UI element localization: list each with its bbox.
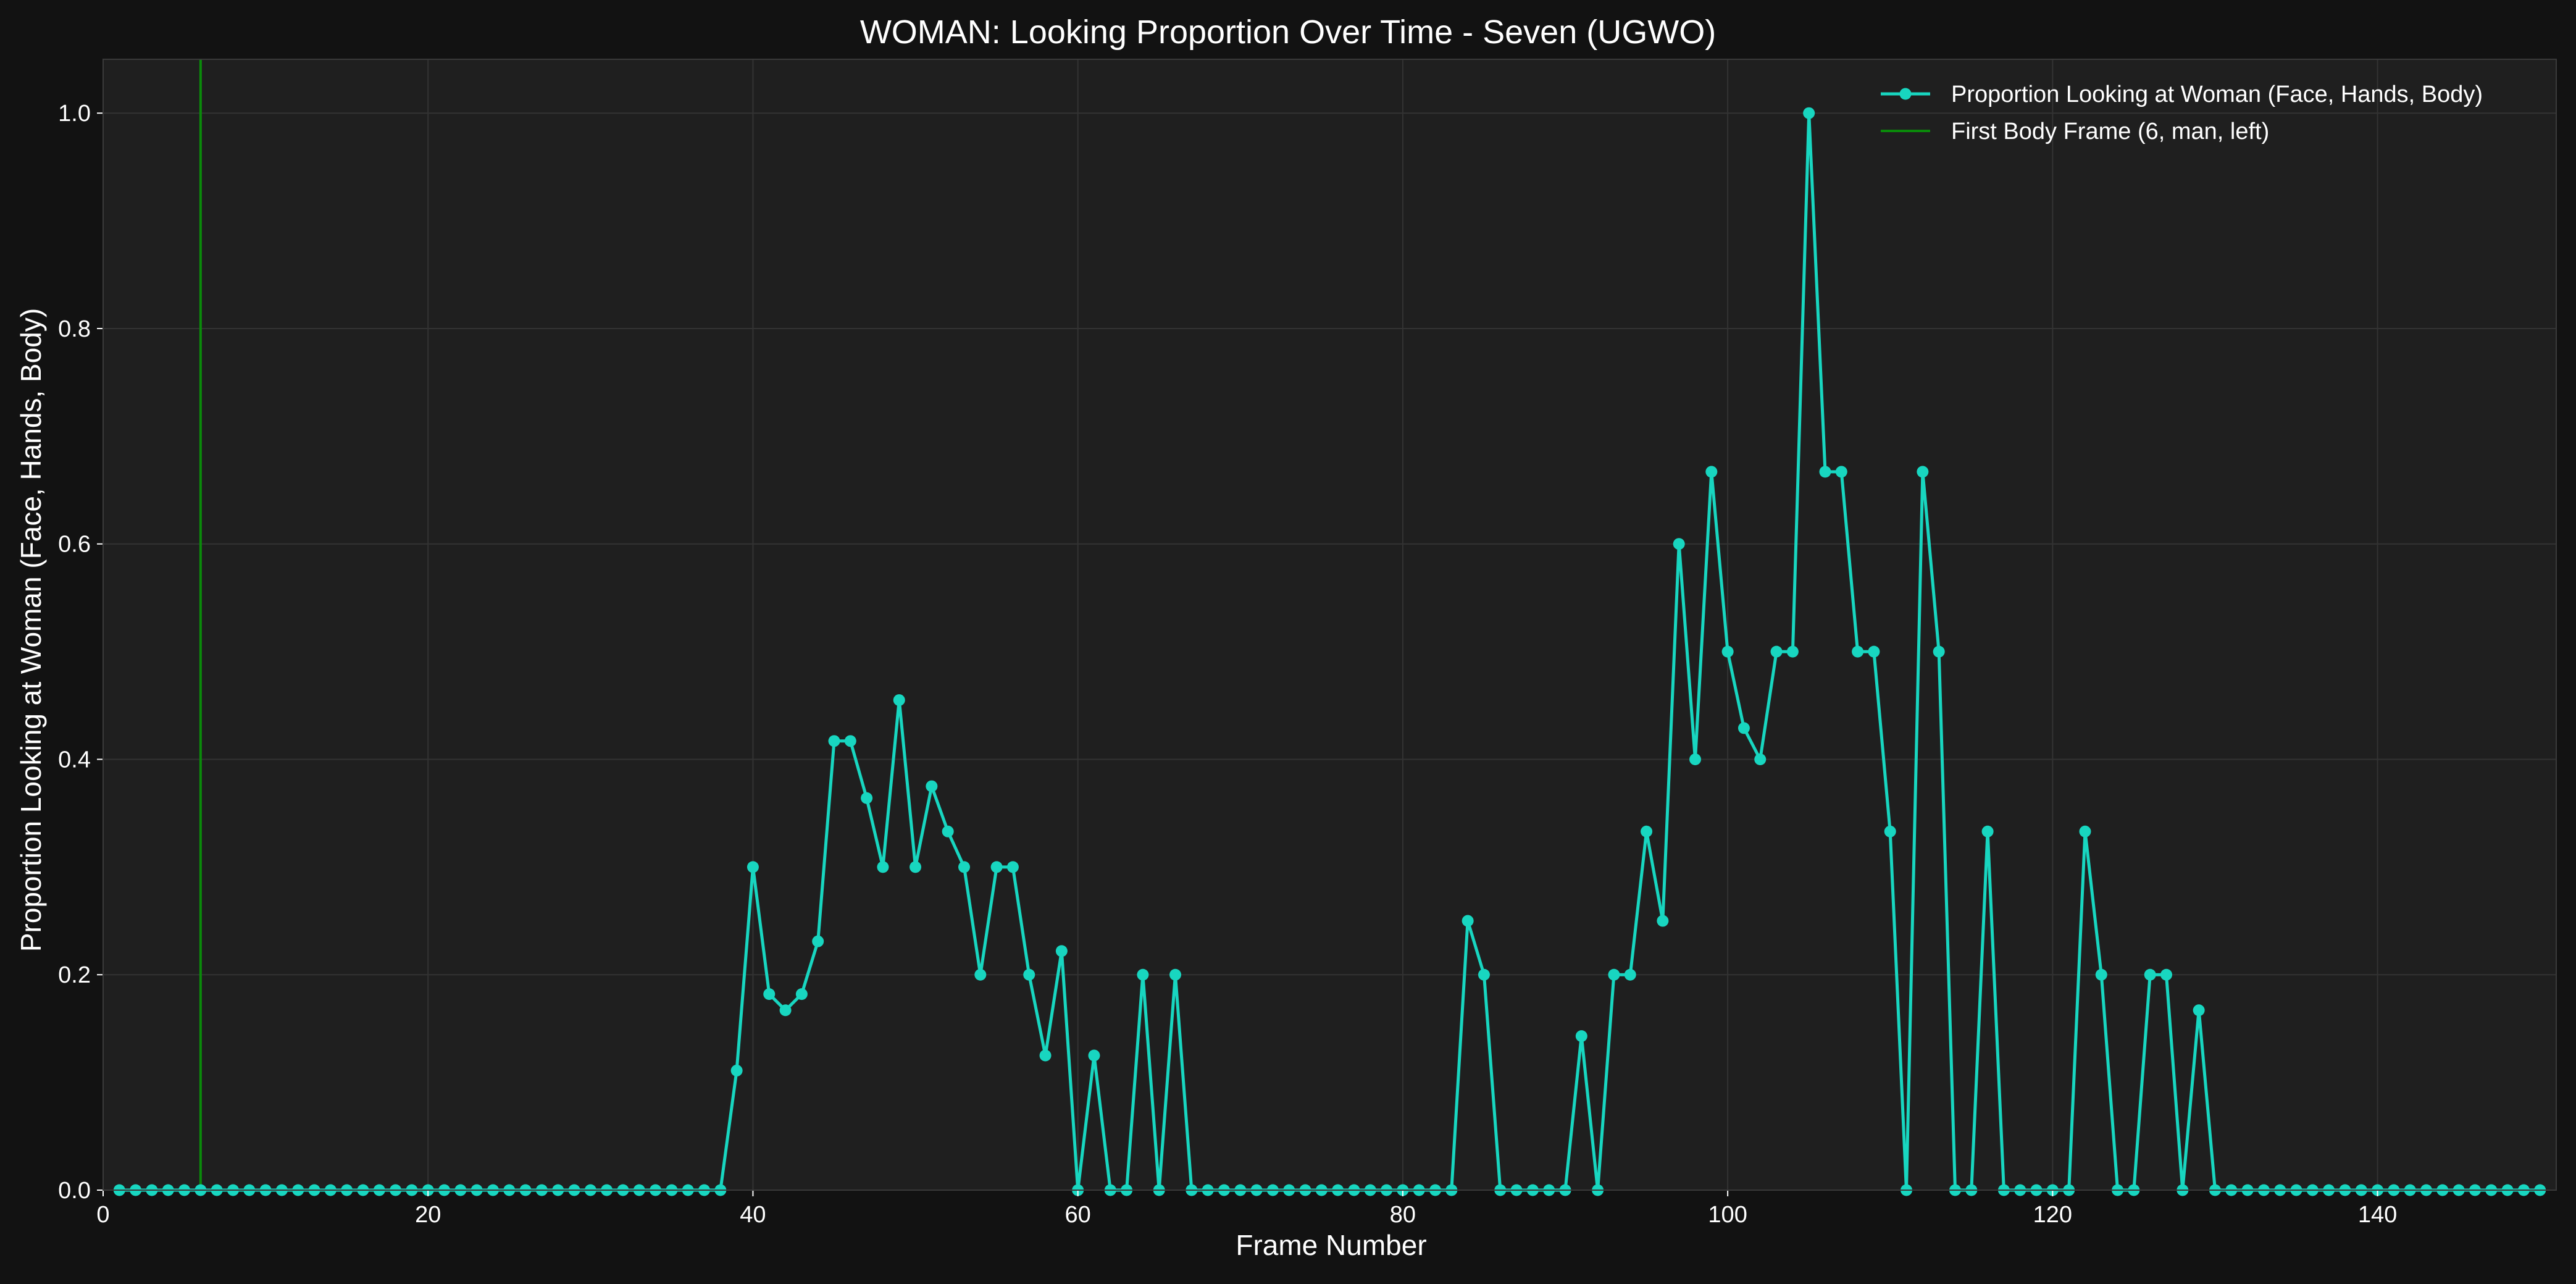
data-point: [1169, 968, 1182, 981]
y-axis-label: Proportion Looking at Woman (Face, Hands…: [15, 308, 47, 952]
data-point: [1819, 466, 1831, 478]
data-point: [1641, 825, 1653, 837]
data-point: [2095, 968, 2107, 981]
data-point: [1770, 645, 1783, 658]
x-tick-label: 80: [1390, 1202, 1416, 1228]
data-point: [1852, 645, 1864, 658]
data-point: [1754, 753, 1767, 765]
data-point: [1462, 915, 1474, 927]
data-point: [877, 861, 889, 873]
y-tick-label: 0.6: [58, 532, 91, 558]
y-tick-label: 0.0: [58, 1178, 91, 1204]
data-point: [1917, 466, 1929, 478]
data-point: [1705, 466, 1718, 478]
x-tick-label: 0: [96, 1202, 109, 1228]
plot-area: [103, 59, 2556, 1190]
data-point: [2079, 825, 2091, 837]
data-point: [828, 735, 840, 747]
y-tick-label: 0.2: [58, 962, 91, 988]
data-point: [974, 968, 987, 981]
legend: Proportion Looking at Woman (Face, Hands…: [1881, 82, 2483, 145]
x-tick-label: 60: [1065, 1202, 1091, 1228]
legend-series-label: Proportion Looking at Woman (Face, Hands…: [1951, 82, 2483, 107]
legend-vline-label: First Body Frame (6, man, left): [1951, 119, 2269, 145]
legend-series-marker: [1899, 88, 1912, 100]
data-point: [958, 861, 970, 873]
data-point: [1608, 968, 1620, 981]
data-point: [1657, 915, 1669, 927]
x-tick-label: 20: [415, 1202, 441, 1228]
data-point: [893, 694, 905, 707]
data-point: [1055, 945, 1068, 957]
data-point: [1803, 107, 1815, 119]
data-point: [910, 861, 922, 873]
data-point: [2144, 968, 2156, 981]
data-point: [746, 861, 759, 873]
data-point: [1689, 753, 1702, 765]
data-point: [861, 792, 873, 804]
data-point: [1006, 861, 1019, 873]
data-point: [795, 988, 808, 1001]
data-point: [990, 861, 1003, 873]
data-point: [1575, 1030, 1587, 1043]
data-point: [1933, 645, 1945, 658]
data-point: [1868, 645, 1880, 658]
data-point: [926, 780, 938, 792]
x-tick-label: 40: [740, 1202, 766, 1228]
y-tick-label: 0.4: [58, 747, 91, 773]
data-point: [779, 1004, 792, 1017]
data-point: [1039, 1049, 1052, 1062]
data-point: [812, 935, 824, 947]
data-point: [730, 1064, 743, 1076]
data-point: [1478, 968, 1490, 981]
data-point: [1786, 645, 1799, 658]
data-point: [2160, 968, 2173, 981]
data-point: [1624, 968, 1636, 981]
data-point: [2193, 1004, 2205, 1017]
x-tick-label: 120: [2033, 1202, 2072, 1228]
data-point: [942, 825, 954, 837]
data-point: [1721, 645, 1734, 658]
data-point: [844, 735, 856, 747]
data-point: [1088, 1049, 1100, 1062]
data-point: [1981, 825, 1994, 837]
x-tick-label: 100: [1708, 1202, 1747, 1228]
data-point: [1884, 825, 1896, 837]
data-point: [1673, 538, 1685, 550]
y-tick-label: 1.0: [58, 101, 91, 127]
data-point: [1835, 466, 1847, 478]
y-tick-label: 0.8: [58, 316, 91, 342]
plot-frame: [102, 59, 2557, 1191]
data-point: [1738, 722, 1750, 734]
chart-title: WOMAN: Looking Proportion Over Time - Se…: [860, 14, 1716, 51]
x-tick-label: 140: [2358, 1202, 2397, 1228]
data-point: [763, 988, 776, 1001]
data-point: [1023, 968, 1035, 981]
x-axis-label: Frame Number: [1236, 1229, 1426, 1261]
axes: 0 20 40 60 80 100 120 140 0.0 0.2 0.4 0.6 0.8 1.0: [58, 59, 2557, 1228]
data-point: [1137, 968, 1149, 981]
